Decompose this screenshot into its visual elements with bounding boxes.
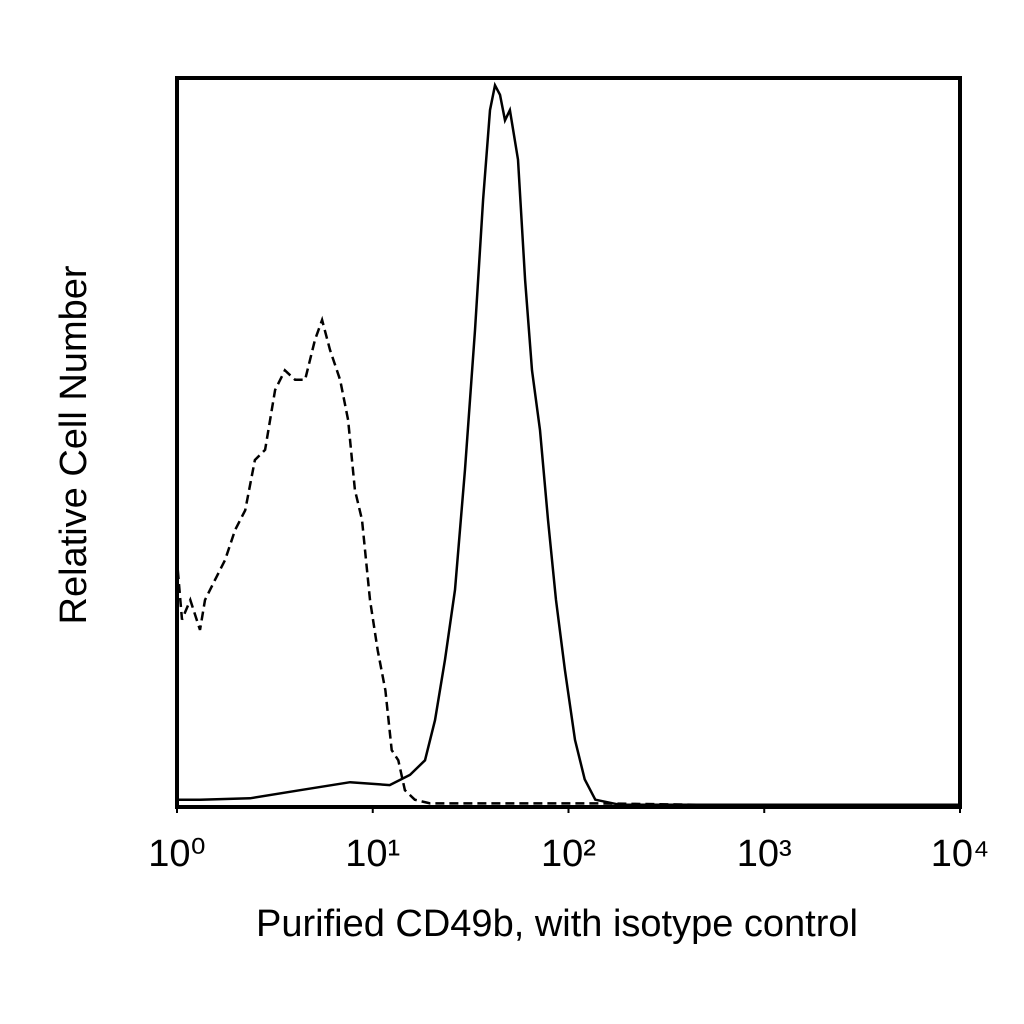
y-axis-label: Relative Cell Number [53, 265, 95, 624]
x-tick-label: 10² [541, 833, 596, 875]
histogram-line [176, 315, 960, 807]
x-tick-label: 10³ [737, 833, 792, 875]
x-tick-label: 10⁴ [931, 833, 990, 875]
histogram-line [177, 81, 960, 807]
plot-frame [175, 76, 962, 809]
x-tick-label: 10¹ [345, 833, 400, 875]
x-axis-label: Purified CD49b, with isotype control [256, 903, 858, 945]
x-tick-label: 10⁰ [148, 833, 206, 875]
